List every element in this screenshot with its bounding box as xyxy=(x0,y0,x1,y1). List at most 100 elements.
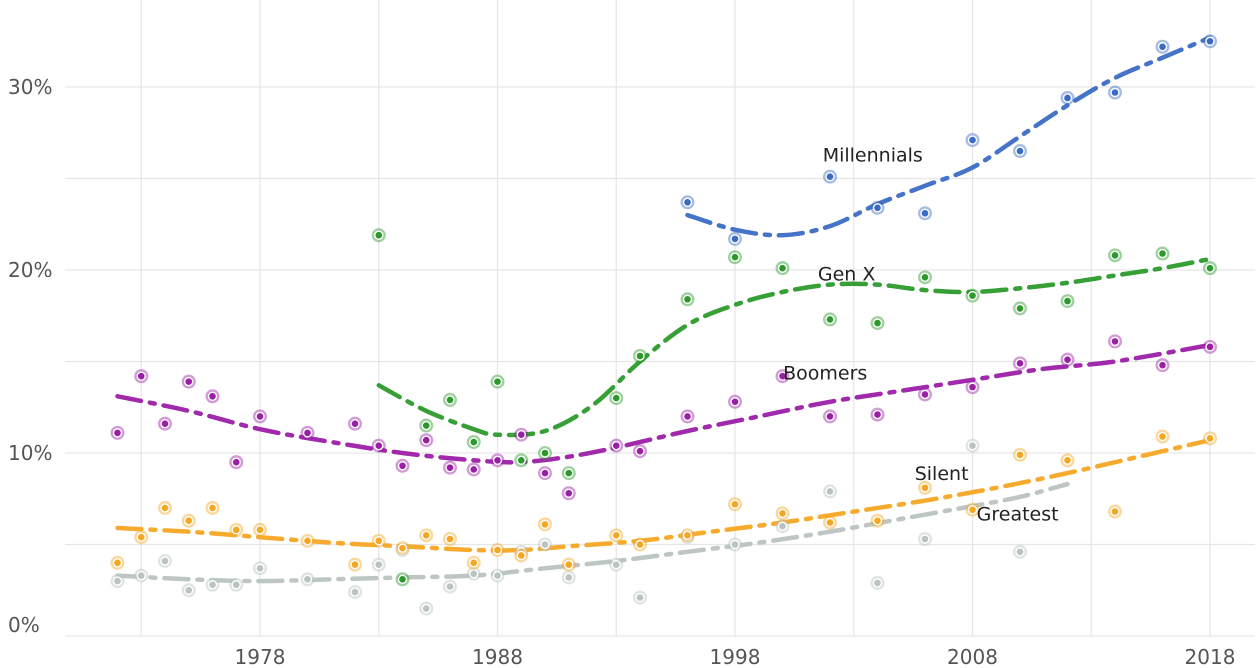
gen-x-data-point xyxy=(918,270,932,285)
greatest-data-point xyxy=(538,517,552,532)
silent-data-point xyxy=(253,561,267,576)
greatest-data-point xyxy=(918,480,932,495)
greatest-data-point xyxy=(419,528,434,543)
silent-data-point xyxy=(348,585,362,600)
boomers-data-point xyxy=(561,486,576,501)
greatest-data-point xyxy=(514,548,529,563)
greatest-data-point xyxy=(466,555,481,570)
gen-x-data-point xyxy=(870,316,885,331)
greatest-series-label: Greatest xyxy=(977,503,1059,525)
boomers-data-point xyxy=(229,455,244,470)
boomers-data-point xyxy=(205,389,220,404)
greatest-trend-line xyxy=(115,437,1213,553)
silent-data-point xyxy=(134,568,149,583)
y-tick-label: 10% xyxy=(8,441,52,465)
greatest-data-point xyxy=(728,497,742,512)
trend-line-layer xyxy=(115,35,1213,584)
greatest-data-point xyxy=(253,522,267,537)
silent-data-point xyxy=(965,438,980,453)
millennials-data-point xyxy=(1013,144,1027,159)
gen-x-data-point xyxy=(823,312,837,327)
x-tick-label: 1978 xyxy=(235,645,286,668)
greatest-data-point xyxy=(443,532,457,547)
gen-x-trend-line xyxy=(376,256,1213,438)
millennials-data-point xyxy=(1108,85,1122,100)
gen-x-data-point xyxy=(538,446,552,460)
greatest-data-point xyxy=(181,513,196,528)
gen-x-data-point xyxy=(490,374,505,389)
x-tick-label: 2008 xyxy=(947,645,998,668)
silent-data-point xyxy=(205,577,220,592)
silent-data-point xyxy=(300,572,315,587)
millennials-data-point xyxy=(680,195,695,210)
silent-data-point xyxy=(918,532,932,547)
silent-data-point xyxy=(158,553,172,568)
boomers-data-point xyxy=(823,409,837,424)
greatest-data-point xyxy=(1108,504,1122,519)
x-tick-label: 2018 xyxy=(1185,645,1236,668)
boomers-data-point xyxy=(1155,358,1170,373)
silent-data-point xyxy=(823,484,837,499)
series-label-layer: Millennials Gen X Boomers Silent Greatest xyxy=(783,145,1058,526)
boomers-data-point xyxy=(443,460,457,475)
millennials-trend-line xyxy=(685,35,1213,238)
silent-data-point xyxy=(538,537,552,552)
boomers-data-point xyxy=(181,374,196,389)
silent-data-point xyxy=(181,583,196,598)
greatest-data-point xyxy=(229,522,244,537)
boomers-data-point xyxy=(253,409,267,424)
y-tick-label: 0% xyxy=(8,613,40,637)
boomers-series-label: Boomers xyxy=(783,362,867,384)
greatest-data-point xyxy=(1013,447,1027,462)
greatest-data-point xyxy=(158,500,172,515)
millennials-data-point xyxy=(823,169,837,184)
boomers-data-point xyxy=(158,416,172,431)
boomers-data-point xyxy=(1108,334,1122,349)
greatest-data-point xyxy=(775,506,790,521)
gen-x-data-point xyxy=(419,418,434,433)
silent-data-point xyxy=(775,519,790,534)
gen-x-data-point xyxy=(775,261,790,276)
y-tick-label: 20% xyxy=(8,258,52,282)
gen-x-data-point xyxy=(514,453,529,468)
millennials-data-point xyxy=(965,133,980,148)
x-tick-label: 1998 xyxy=(710,645,761,668)
millennials-data-point xyxy=(728,231,742,246)
silent-data-point xyxy=(490,568,505,583)
greatest-data-point xyxy=(490,542,505,557)
boomers-data-point xyxy=(680,409,695,424)
boomers-data-point xyxy=(300,425,315,440)
greatest-data-point xyxy=(348,557,362,572)
boomers-data-point xyxy=(1013,356,1027,371)
boomers-data-point xyxy=(870,407,885,422)
silent-data-point xyxy=(609,557,624,572)
boomers-data-point xyxy=(728,394,742,409)
greatest-data-point xyxy=(205,500,220,515)
silent-data-point xyxy=(419,601,434,616)
millennials-series-label: Millennials xyxy=(823,145,923,167)
boomers-data-point xyxy=(633,444,647,459)
tick-label-layer: 1978 1988 1998 2008 2018 0% 10% 20% 30% xyxy=(8,75,1235,668)
grid-layer xyxy=(65,0,1255,637)
gen-x-data-point xyxy=(1060,294,1075,309)
silent-data-point xyxy=(110,574,125,589)
boomers-data-point xyxy=(1203,339,1217,354)
boomers-data-point xyxy=(395,458,410,473)
greatest-data-point xyxy=(300,533,315,548)
boomers-data-point xyxy=(348,416,362,431)
greatest-data-point xyxy=(561,557,576,572)
silent-data-point xyxy=(728,537,742,552)
greatest-data-point xyxy=(965,502,980,517)
y-tick-label: 30% xyxy=(8,75,52,99)
silent-data-point xyxy=(561,570,576,585)
greatest-data-point xyxy=(609,528,624,543)
gen-x-data-point xyxy=(1203,261,1217,276)
boomers-data-point xyxy=(538,466,552,481)
data-point-layer xyxy=(110,34,1217,616)
gen-x-data-point xyxy=(680,292,695,307)
silent-series-label: Silent xyxy=(915,463,969,485)
gen-x-data-point xyxy=(395,572,410,587)
greatest-data-point xyxy=(110,555,125,570)
greatest-data-point xyxy=(1060,453,1075,468)
